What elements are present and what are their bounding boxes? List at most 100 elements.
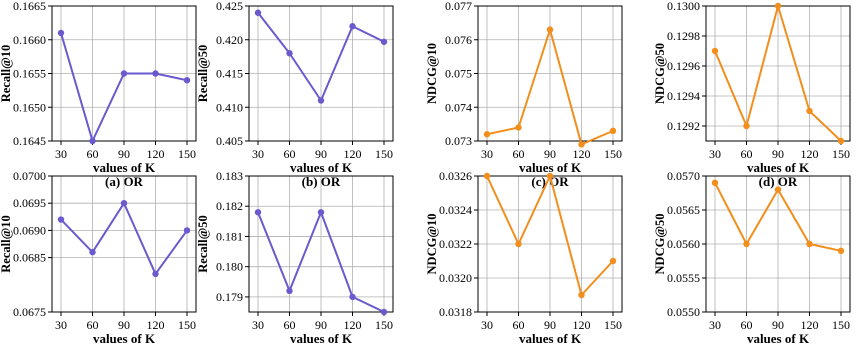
y-tick-label: 0.1294 [667, 89, 700, 103]
y-tick-label: 0.075 [445, 67, 472, 81]
chart-panel-a: 0.1645 0.1650 0.1655 0.1660 0.1665 30 60 90 120 1… [0, 0, 197, 189]
data-point [317, 209, 325, 216]
y-tick-label: 0.179 [216, 290, 243, 304]
y-tick-label: 0.1650 [13, 100, 46, 114]
y-tick-label: 0.0695 [13, 196, 46, 210]
y-tick-label: 0.1298 [667, 29, 700, 43]
x-axis-label: values of K [519, 160, 582, 175]
y-tick-label: 0.1292 [667, 119, 700, 133]
x-tick-label: 30 [252, 147, 264, 161]
x-axis-label: values of K [747, 160, 810, 175]
x-tick-label: 120 [147, 318, 165, 332]
x-tick-label: 60 [87, 318, 99, 332]
y-axis-label: Recall@10 [0, 45, 13, 102]
y-tick-label: 0.1660 [13, 33, 46, 47]
y-axis-label: Recall@50 [196, 45, 210, 102]
y-tick-label: 0.425 [216, 0, 243, 13]
chart-panel-c: 0.073 0.074 0.075 0.076 0.077 30 60 90 120 150 NDC… [425, 0, 623, 189]
data-point [120, 70, 128, 77]
data-point [349, 23, 356, 30]
y-axis-label: NDCG@50 [653, 43, 667, 104]
chart-panel-f: 0.179 0.180 0.181 0.182 0.183 30 60 90 120 150 Rec… [196, 169, 394, 345]
data-point [57, 29, 65, 37]
x-axis-label: values of K [290, 331, 353, 345]
x-tick-label: 150 [375, 318, 393, 332]
x-tick-label: 150 [604, 318, 622, 332]
y-axis-label: NDCG@10 [425, 214, 439, 275]
x-tick-label: 150 [178, 318, 196, 332]
y-tick-label: 0.182 [216, 199, 243, 213]
x-tick-label: 60 [513, 147, 525, 161]
x-axis-label: values of K [93, 331, 156, 345]
x-tick-label: 90 [118, 147, 130, 161]
y-tick-label: 0.1655 [13, 67, 46, 81]
x-tick-label: 90 [544, 318, 556, 332]
data-point [515, 124, 522, 131]
data-point [743, 122, 750, 130]
x-tick-label: 120 [344, 147, 362, 161]
data-point [380, 308, 388, 316]
data-point [152, 70, 159, 77]
x-tick-label: 30 [55, 147, 67, 161]
y-tick-label: 0.0675 [13, 305, 46, 319]
data-point [57, 216, 65, 223]
data-point [120, 200, 128, 207]
y-axis-label: Recall@10 [0, 215, 13, 272]
x-tick-label: 30 [481, 318, 493, 332]
x-tick-label: 60 [284, 318, 296, 332]
x-axis-label: values of K [519, 331, 582, 345]
y-tick-label: 0.415 [216, 67, 243, 81]
x-tick-label: 120 [573, 147, 591, 161]
x-tick-label: 90 [772, 147, 784, 161]
y-tick-label: 0.183 [216, 169, 243, 183]
data-point [806, 240, 813, 248]
x-tick-label: 120 [344, 318, 362, 332]
y-tick-label: 0.0324 [439, 203, 472, 217]
data-point [837, 247, 845, 254]
x-axis-label: values of K [93, 160, 156, 175]
chart-panel-d: 0.1292 0.1294 0.1296 0.1298 0.1300 30 60 90 120 1… [653, 0, 851, 189]
x-tick-label: 150 [604, 147, 622, 161]
y-axis-label: NDCG@10 [425, 43, 439, 104]
x-tick-label: 30 [709, 318, 721, 332]
y-tick-label: 0.0326 [439, 169, 472, 183]
y-tick-label: 0.077 [445, 0, 472, 13]
data-point [286, 50, 293, 57]
x-tick-label: 150 [832, 147, 850, 161]
data-point [317, 97, 325, 104]
data-point [837, 137, 845, 145]
data-point [286, 287, 293, 295]
data-point [483, 131, 491, 138]
data-point [711, 47, 719, 55]
data-point [711, 179, 719, 186]
data-point [609, 127, 617, 135]
x-tick-label: 150 [832, 318, 850, 332]
y-tick-label: 0.073 [445, 134, 472, 148]
data-point [546, 172, 554, 180]
x-tick-label: 90 [118, 318, 130, 332]
x-tick-label: 120 [801, 147, 819, 161]
chart-panel-g: 0.0318 0.0320 0.0322 0.0324 0.0326 30 60 90 120 1… [425, 169, 623, 345]
data-point [89, 248, 96, 256]
data-point [578, 291, 585, 299]
x-tick-label: 90 [772, 318, 784, 332]
data-point [483, 172, 491, 180]
y-tick-label: 0.180 [216, 260, 243, 274]
x-tick-label: 150 [178, 147, 196, 161]
y-tick-label: 0.0570 [667, 169, 700, 183]
data-point [743, 240, 750, 248]
x-tick-label: 30 [252, 318, 264, 332]
x-tick-label: 120 [573, 318, 591, 332]
y-tick-label: 0.074 [445, 100, 472, 114]
y-tick-label: 0.0700 [13, 169, 46, 183]
data-point [774, 2, 782, 10]
x-tick-label: 120 [801, 318, 819, 332]
x-tick-label: 60 [741, 318, 753, 332]
data-point [609, 257, 617, 265]
y-tick-label: 0.1300 [667, 0, 700, 13]
data-point [774, 186, 782, 193]
y-tick-label: 0.0690 [13, 223, 46, 237]
data-point [515, 240, 522, 248]
x-tick-label: 90 [544, 147, 556, 161]
